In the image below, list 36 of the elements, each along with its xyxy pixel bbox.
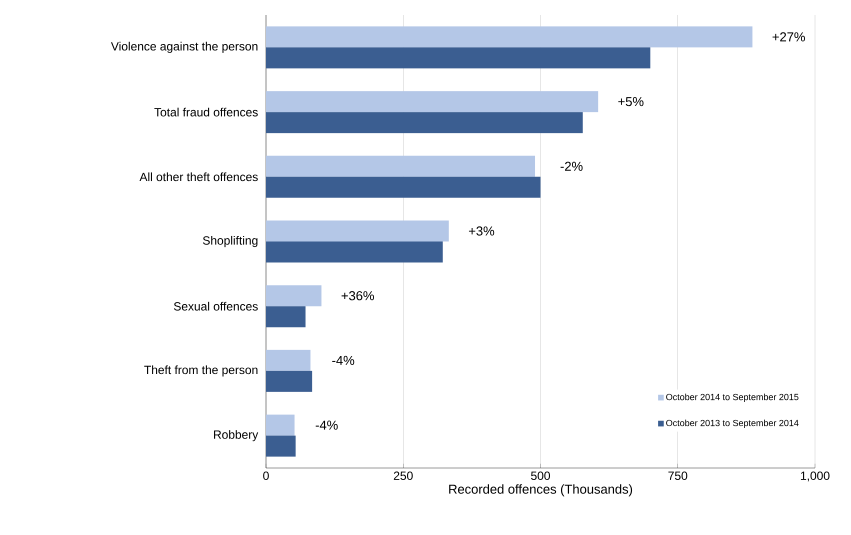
bar — [266, 91, 598, 112]
x-tick-label: 500 — [531, 472, 550, 480]
bar — [266, 370, 312, 392]
bar — [266, 285, 322, 306]
bar — [266, 26, 752, 48]
y-tick-label: Sexual offences — [174, 302, 258, 311]
bar — [266, 47, 650, 68]
y-tick-label: Robbery — [214, 430, 258, 442]
bar — [266, 220, 449, 242]
y-tick-label: Shoplifting — [202, 236, 258, 248]
bar — [266, 306, 306, 328]
annotation: +36% — [342, 291, 374, 300]
legend-label: October 2013 to September 2014 — [666, 420, 799, 428]
x-axis-title: Recorded offences (Thousands) — [449, 484, 632, 496]
annotation: -4% — [316, 420, 338, 430]
annotation: -4% — [332, 356, 354, 365]
y-tick-label: Total fraud offences — [154, 108, 258, 116]
bar — [266, 436, 296, 457]
legend-label: October 2014 to September 2015 — [666, 394, 798, 402]
bar — [266, 156, 536, 177]
y-tick-label: Violence against the person — [110, 42, 258, 53]
annotation: +3% — [468, 226, 494, 236]
bar — [266, 176, 541, 198]
y-tick-label: Theft from the person — [144, 365, 258, 377]
bar — [266, 350, 310, 371]
y-tick-label: All other theft offences — [140, 172, 258, 182]
x-tick-label: 250 — [394, 472, 413, 480]
bar — [266, 112, 583, 134]
x-tick-label: 0 — [263, 472, 269, 480]
bar — [266, 414, 295, 436]
annotation: +27% — [772, 32, 805, 42]
x-tick-label: 1,000 — [800, 472, 830, 482]
bar — [266, 242, 443, 263]
annotation: -2% — [560, 162, 583, 171]
annotation: +5% — [618, 97, 644, 106]
x-tick-label: 750 — [668, 472, 688, 480]
